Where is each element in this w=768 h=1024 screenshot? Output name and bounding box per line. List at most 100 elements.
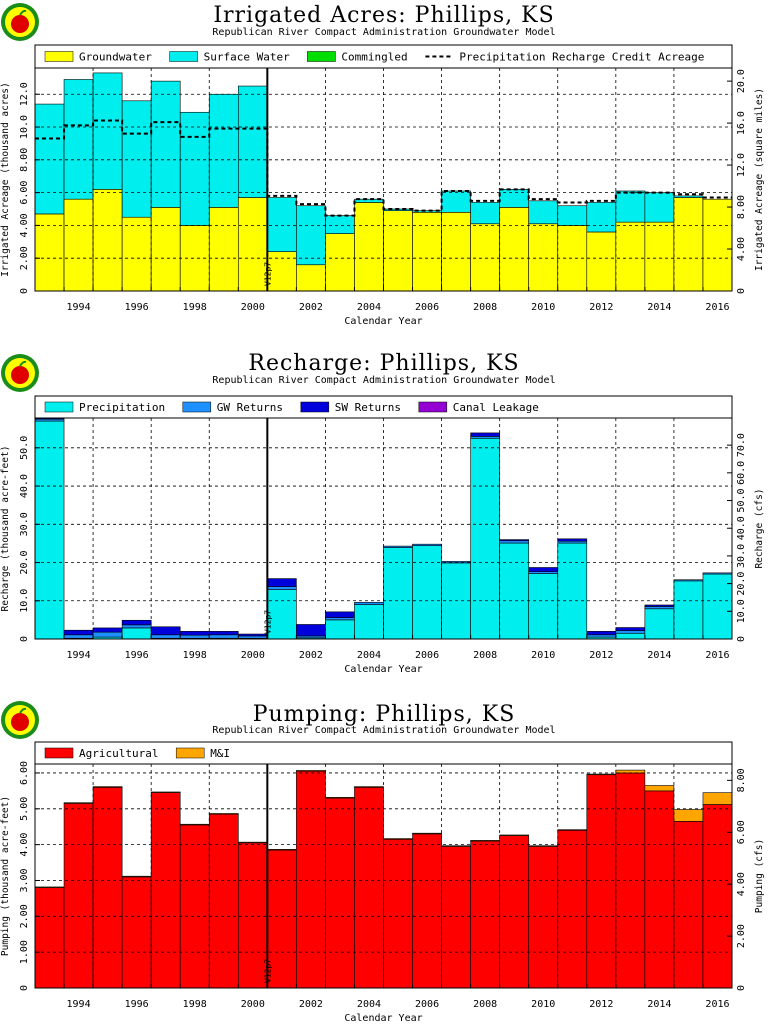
bar-groundwater [702,198,733,292]
bar-sw-returns [121,619,152,626]
bar-surface-water [586,202,617,233]
y2-tick-label: 20.0 [736,69,747,93]
chart-panel-irrigated-acres: Irrigated Acres: Phillips, KS Republican… [0,0,768,340]
bar-m-i [121,875,152,878]
y-tick-label: 3.00 [19,868,30,892]
legend-label-groundwater: Groundwater [79,51,152,64]
bar-m-i [92,786,123,788]
bar-gw-returns [121,624,152,629]
y-tick-label: 10.0 [19,589,30,613]
y2-tick-label: 20.0 [736,572,747,596]
bar-m-i [702,792,733,805]
bar-agricultural [557,830,588,989]
legend-swatch-precipitation [44,401,74,413]
bar-m-i [383,838,413,840]
x-tick-label: 1996 [125,999,149,1010]
chart-subtitle: Republican River Compact Administration … [212,27,556,38]
legend-label-sw-returns: SW Returns [335,401,401,414]
bar-surface-water [644,192,675,223]
bar-groundwater [325,233,355,292]
bar-precipitation [34,420,65,640]
x-tick-label: 2012 [589,999,613,1010]
bar-agricultural [441,846,471,989]
bar-gw-returns [63,634,94,639]
bar-precipitation [325,619,355,640]
legend-label-canal-leakage: Canal Leakage [453,401,539,414]
y-axis-title: Irrigated Acreage (thousand acres) [0,82,11,276]
chart-subtitle: Republican River Compact Administration … [212,375,556,386]
legend-swatch-surface-water [169,51,198,62]
bar-sw-returns [267,578,297,587]
bar-agricultural [470,840,500,989]
y2-tick-label: 30.0 [736,544,747,568]
x-tick-label: 2004 [357,999,381,1010]
bar-agricultural [412,833,442,989]
bar-gw-returns [150,634,181,639]
y-tick-label: 2.00 [19,904,30,928]
y2-tick-label: 4.00 [736,237,747,261]
x-tick-label: 2016 [705,650,729,661]
bar-m-i [34,886,65,888]
bar-gw-returns [499,540,530,544]
bar-sw-returns [499,539,530,542]
bar-sw-returns [615,627,646,631]
bar-precipitation [354,604,384,640]
bar-precipitation [499,542,530,640]
y-tick-label: 6.00 [19,761,30,785]
bar-m-i [237,841,268,844]
bar-gw-returns [325,617,355,621]
bar-gw-returns [354,601,384,605]
bar-sw-returns [208,631,239,636]
y-tick-label: 20.0 [19,550,30,574]
bar-m-i [615,769,646,774]
bar-surface-water [557,205,588,226]
y2-axis-title: Irrigated Acreage (square miles) [754,88,765,271]
bar-surface-water [470,202,500,225]
bar-agricultural [499,835,530,989]
y2-tick-label: 0 [736,985,747,991]
x-tick-label: 2000 [241,999,265,1010]
model-version-label: V12p7 [263,262,272,286]
bar-surface-water [325,215,355,234]
x-tick-label: 2006 [415,999,439,1010]
x-tick-label: 2002 [299,302,323,313]
y2-tick-label: 4.00 [736,872,747,896]
bar-groundwater [470,223,500,292]
bar-groundwater [673,197,704,292]
y2-tick-label: 50.0 [736,488,747,512]
irrigated-acres-plot: V12p7 Groundwater Surface Water Commingled P… [0,44,765,327]
y2-tick-label: 16.0 [736,111,747,135]
y2-tick-label: 0 [736,288,747,294]
model-version-label: V12p7 [263,610,272,634]
x-tick-label: 2010 [531,302,555,313]
bar-agricultural [383,838,413,989]
bar-surface-water [63,79,94,200]
bar-agricultural [644,790,675,989]
bar-groundwater [528,223,559,292]
bar-m-i [528,845,559,847]
y-tick-label: 8.00 [19,148,30,172]
bar-groundwater [150,207,181,292]
legend-swatch-commingled [307,51,336,62]
bar-gw-returns [179,634,210,639]
y2-tick-label: 60.0 [736,461,747,485]
x-tick-label: 2016 [705,302,729,313]
y-tick-label: 12.0 [19,82,30,106]
bar-precipitation [121,627,152,640]
bar-surface-water [237,85,268,198]
y-tick-label: 50.0 [19,436,30,460]
bar-surface-water [150,80,181,208]
bar-surface-water [615,190,646,223]
bar-surface-water [92,72,123,190]
legend-label-m-i: M&I [210,747,230,760]
x-tick-label: 2008 [473,650,497,661]
x-tick-label: 2014 [647,999,671,1010]
bar-gw-returns [208,634,239,639]
x-tick-label: 1996 [125,302,149,313]
y2-tick-label: 6.00 [736,820,747,844]
x-tick-label: 2004 [357,650,381,661]
x-tick-label: 2006 [415,302,439,313]
bar-groundwater [63,198,94,292]
y-axis-title: Recharge (thousand acre-feet) [0,446,11,612]
x-tick-label: 2014 [647,650,671,661]
